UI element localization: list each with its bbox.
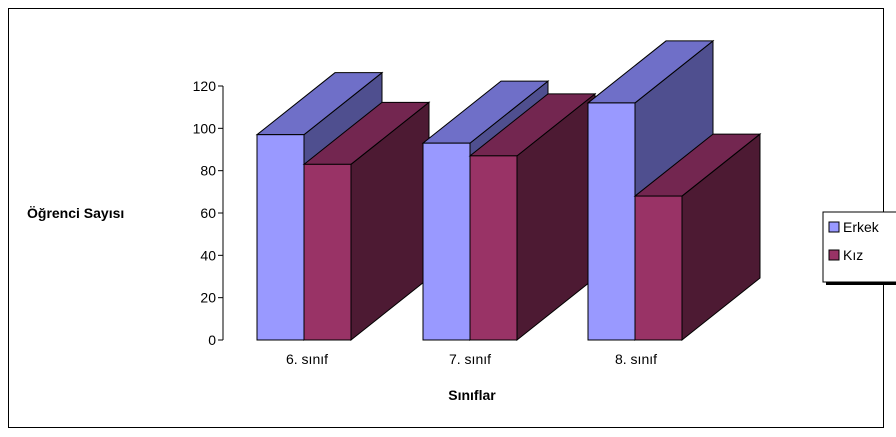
legend-label-erkek: Erkek [843,219,880,235]
y-tick-label: 120 [193,78,217,94]
bar-kız-1 [302,101,431,342]
y-tick-label: 20 [200,290,216,306]
y-tick-label: 60 [200,205,216,221]
y-tick-label: 0 [208,332,216,348]
y-tick-label: 40 [200,247,216,263]
x-tick-label: 6. sınıf [286,351,328,367]
x-axis-title: Sınıflar [448,387,496,403]
bar-front-face [422,142,471,341]
y-tick-label: 100 [193,120,217,136]
legend-swatch-kız [828,249,840,261]
legend-swatch-erkek [828,221,840,233]
bar-kız-2 [468,92,597,342]
bar-front-face [256,134,305,341]
bar-kız-3 [633,133,762,342]
bar-front-face [587,102,636,341]
x-tick-label: 7. sınıf [449,351,491,367]
legend: Erkek Kız [822,211,896,285]
y-tick-label: 80 [200,163,216,179]
bars-layer [255,39,762,342]
x-tick-label: 8. sınıf [615,351,657,367]
axes-layer: 0 20 40 60 80 100 120 6. sınıf 7. sınıf 8. sınıf [193,78,657,367]
y-axis-title: Öğrenci Sayısı [27,205,124,221]
legend-label-kız: Kız [843,247,863,263]
bar-front-face [469,155,518,341]
bar-front-face [634,195,683,341]
bar-front-face [303,163,352,341]
